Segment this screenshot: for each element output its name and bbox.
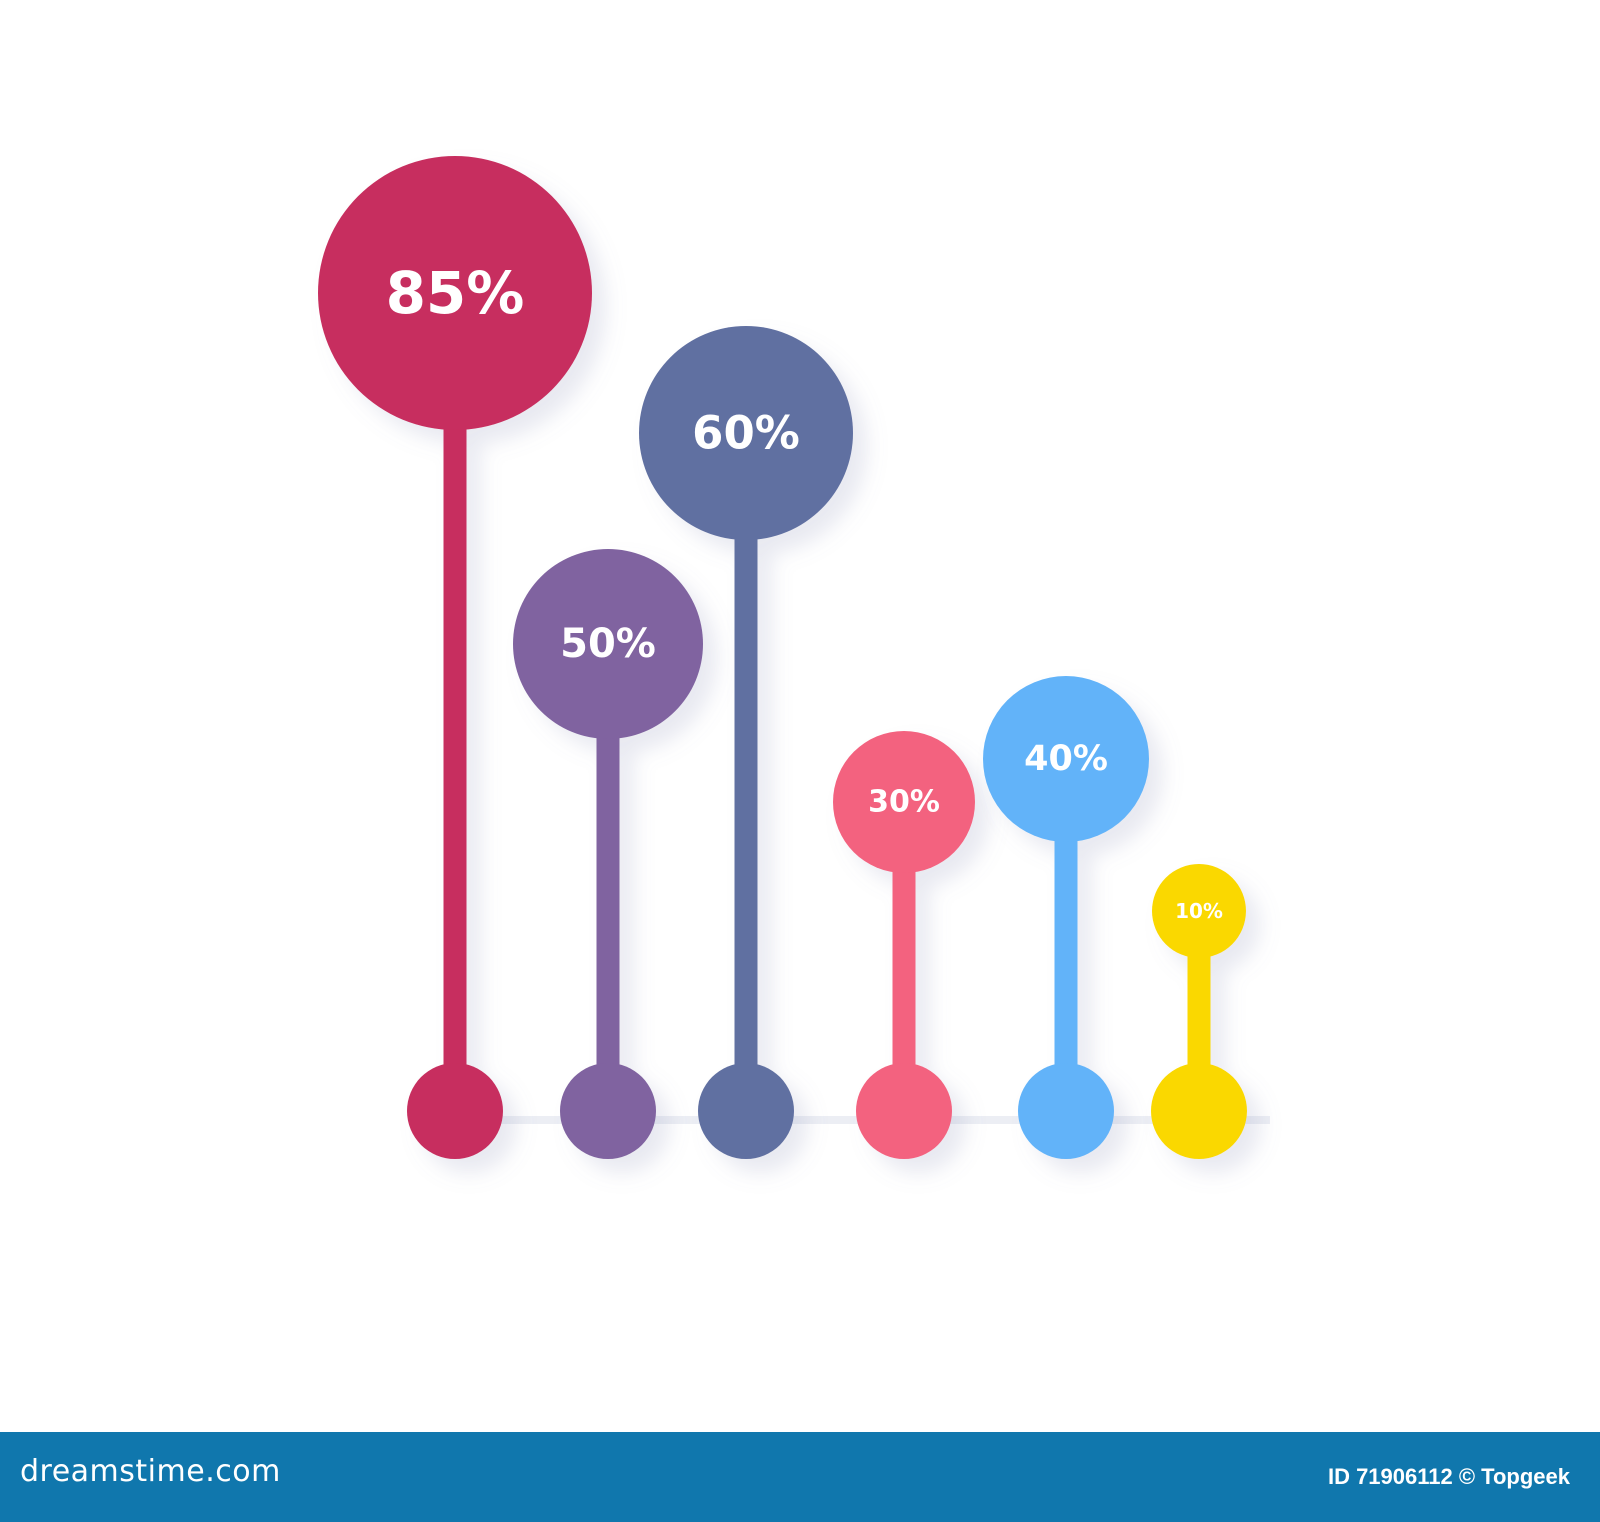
base-dot bbox=[560, 1063, 656, 1159]
value-label: 40% bbox=[1024, 739, 1108, 779]
stem bbox=[1187, 911, 1211, 1111]
lollipop-4 bbox=[983, 676, 1149, 1159]
value-bubble bbox=[983, 676, 1149, 842]
footer-bar: dreamstime.com ID 71906112 © Topgeek bbox=[0, 1432, 1600, 1522]
brand-logo: dreamstime.com bbox=[20, 1454, 281, 1489]
value-bubble bbox=[1152, 864, 1246, 958]
value-bubble bbox=[833, 731, 975, 873]
value-bubble bbox=[639, 326, 853, 540]
lollipop-5 bbox=[1151, 864, 1247, 1159]
stem bbox=[443, 293, 467, 1111]
value-label: 30% bbox=[868, 785, 940, 820]
lollipop-2 bbox=[639, 326, 853, 1159]
base-dot bbox=[856, 1063, 952, 1159]
base-dot bbox=[1018, 1063, 1114, 1159]
stem bbox=[1054, 759, 1078, 1111]
lollipop-1 bbox=[513, 549, 703, 1159]
base-dot bbox=[407, 1063, 503, 1159]
base-dot bbox=[698, 1063, 794, 1159]
stem bbox=[596, 644, 620, 1111]
value-label: 60% bbox=[692, 407, 800, 460]
base-dot bbox=[1151, 1063, 1247, 1159]
value-bubble bbox=[513, 549, 703, 739]
value-label: 50% bbox=[560, 621, 656, 667]
stem bbox=[892, 802, 916, 1111]
value-label: 85% bbox=[386, 259, 525, 327]
lollipop-3 bbox=[833, 731, 975, 1159]
image-credit: ID 71906112 © Topgeek bbox=[1327, 1464, 1570, 1489]
value-bubble bbox=[318, 156, 592, 430]
stem bbox=[734, 433, 758, 1111]
value-label: 10% bbox=[1175, 899, 1223, 923]
lollipop-chart: 85% 50% 60% 30% 40% 10% bbox=[318, 156, 1270, 1159]
lollipop-0 bbox=[318, 156, 592, 1159]
